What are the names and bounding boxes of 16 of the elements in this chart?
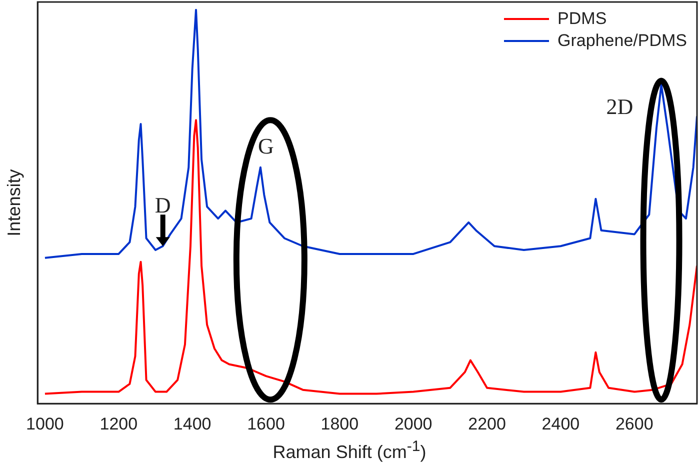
- legend-label: PDMS: [558, 8, 607, 30]
- x-tick-label: 1200: [100, 414, 138, 434]
- legend-label: Graphene/PDMS: [558, 30, 687, 52]
- x-axis-title: Raman Shift (cm$^{-1}$): [272, 438, 428, 463]
- annotation: D: [154, 192, 171, 218]
- x-tick-label: 2600: [615, 414, 654, 434]
- x-tick-label: 2200: [468, 414, 506, 434]
- x-tick-label: 2000: [394, 414, 432, 434]
- annotation: 2D: [606, 94, 634, 120]
- x-tick-label: 1400: [173, 414, 212, 434]
- x-tick-label: 1000: [26, 414, 64, 434]
- y-axis-title: Intensity: [4, 169, 24, 236]
- x-tick-label: 2400: [542, 414, 580, 434]
- x-tick-label: 1800: [320, 414, 359, 434]
- x-tick-label: 1600: [247, 414, 285, 434]
- annotation: G: [258, 133, 274, 158]
